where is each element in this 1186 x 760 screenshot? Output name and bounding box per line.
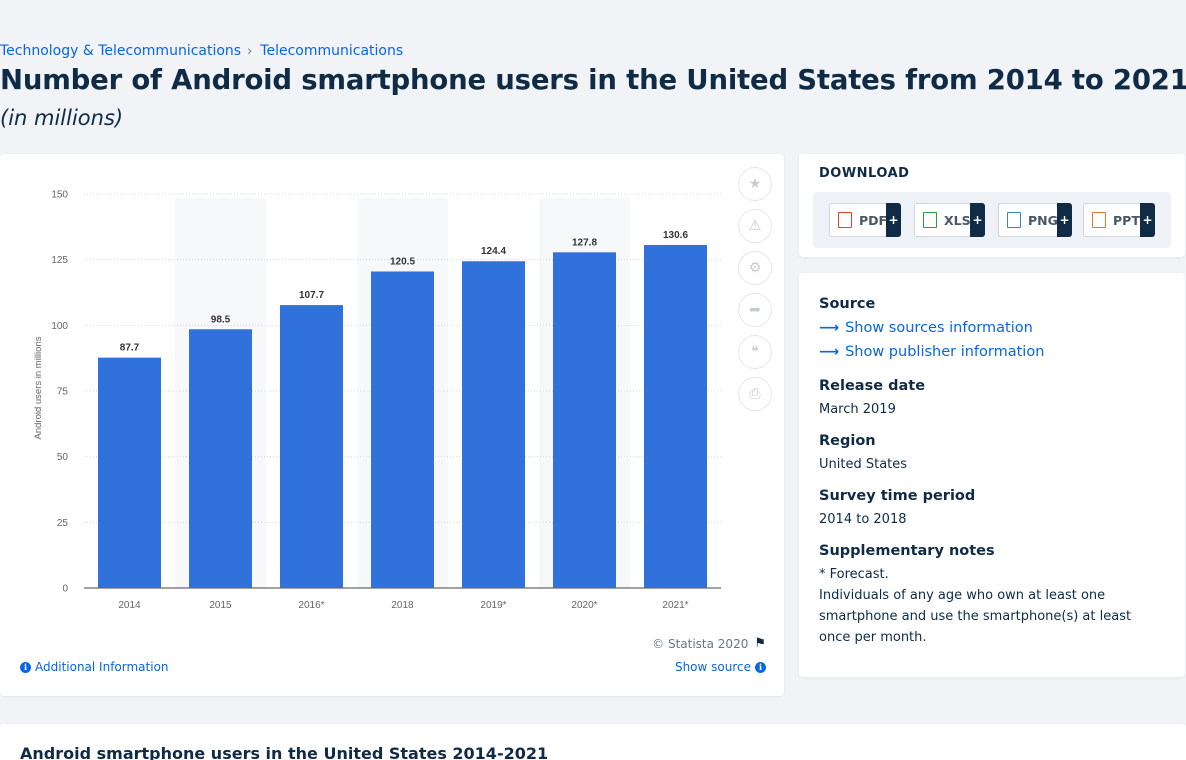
bar [280,305,343,588]
breadcrumb-separator: › [247,43,253,59]
data-label: 98.5 [211,314,231,325]
bar-chart: 0 25 50 75 100 125 150 Android users in million… [33,190,721,611]
png-file-icon [1007,212,1021,228]
show-publisher-link[interactable]: ⟶ Show publisher information [819,344,1044,360]
bottom-section-title: Android smartphone users in the United S… [20,744,549,760]
download-xls-label: XLS [944,212,971,228]
bar [189,329,252,588]
download-card: DOWNLOAD PDF + XLS + PNG + PPT + [799,154,1185,257]
plus-icon: + [1140,203,1155,237]
data-label: 87.7 [120,343,140,354]
y-tick-label: 50 [57,452,69,463]
download-title: DOWNLOAD [819,166,910,181]
info-icon: i [20,661,31,673]
arrow-right-icon: ⟶ [819,344,840,360]
region-value: United States [819,457,908,472]
supplementary-notes-label: Supplementary notes [819,543,995,559]
gear-icon[interactable]: ⚙ [738,251,772,285]
bar [644,244,707,588]
data-label: 124.4 [481,246,506,257]
plus-icon: + [1057,203,1072,237]
data-label: 130.6 [663,230,688,241]
download-png-button[interactable]: PNG + [998,203,1072,237]
x-tick-label: 2014 [118,600,141,611]
info-icon: i [755,661,766,673]
data-label: 107.7 [299,290,324,301]
bar [371,271,434,588]
download-pdf-label: PDF [859,212,888,228]
supplementary-note-text: Individuals of any age who own at least … [819,588,1132,645]
show-sources-label: Show sources information [845,320,1033,336]
y-tick-label: 150 [51,190,68,201]
arrow-right-icon: ⟶ [819,320,840,336]
copyright: © Statista 2020 ⚑ [652,636,766,651]
plus-icon: + [886,203,901,237]
y-tick-label: 100 [51,321,68,332]
y-axis-label: Android users in millions [33,336,44,439]
download-xls-button[interactable]: XLS + [914,203,985,237]
top-bar [0,0,1186,38]
breadcrumb-item-telecommunications[interactable]: Telecommunications [260,43,404,59]
y-tick-label: 75 [57,387,69,398]
release-date-label: Release date [819,378,926,394]
flag-icon[interactable]: ⚑ [754,636,766,651]
bottom-card: Android smartphone users in the United S… [0,724,1186,760]
forecast-note: * Forecast. [819,567,889,582]
bar [462,261,525,588]
region-label: Region [819,433,876,449]
data-label: 127.8 [572,237,597,248]
quote-icon[interactable]: ❝ [738,335,772,369]
x-tick-label: 2016* [298,600,324,611]
download-buttons: PDF + XLS + PNG + PPT + [813,192,1171,248]
share-icon[interactable]: ➦ [738,293,772,327]
download-ppt-label: PPT [1113,212,1140,228]
additional-information-link[interactable]: i Additional Information [20,660,169,674]
download-png-label: PNG [1028,212,1058,228]
x-tick-label: 2015 [209,600,232,611]
show-source-label: Show source [674,660,751,674]
star-icon[interactable]: ★ [738,167,772,201]
page-title: Number of Android smartphone users in th… [0,64,1186,96]
show-sources-link[interactable]: ⟶ Show sources information [819,320,1033,336]
additional-information-label: Additional Information [35,660,169,674]
download-ppt-button[interactable]: PPT + [1083,203,1155,237]
bar [98,357,161,588]
bar [553,252,616,588]
page-subtitle: (in millions) [0,106,124,130]
pdf-file-icon [838,212,852,228]
y-tick-label: 25 [57,518,69,529]
print-icon[interactable]: ⎙ [738,377,772,411]
source-label: Source [819,296,876,312]
survey-period-value: 2014 to 2018 [819,512,907,527]
x-tick-label: 2021* [662,600,688,611]
show-publisher-label: Show publisher information [845,344,1045,360]
plus-icon: + [970,203,985,237]
copyright-text: © Statista 2020 [652,636,749,651]
breadcrumb-item-technology[interactable]: Technology & Telecommunications [0,43,242,59]
bell-icon[interactable]: ⚠ [738,209,772,243]
show-source-link[interactable]: Show source i [675,660,766,674]
survey-period-label: Survey time period [819,488,976,504]
xls-file-icon [923,212,937,228]
chart-card: 0 25 50 75 100 125 150 Android users in million… [0,154,784,696]
ppt-file-icon [1092,212,1106,228]
data-label: 120.5 [390,256,415,267]
release-date-value: March 2019 [819,402,896,417]
x-tick-label: 2018 [391,600,414,611]
breadcrumb: Technology & Telecommunications › Teleco… [0,43,403,59]
x-tick-label: 2019* [480,600,506,611]
y-tick-label: 0 [62,584,68,595]
y-tick-label: 125 [51,255,68,266]
x-tick-label: 2020* [571,600,597,611]
metadata-card: Source ⟶ Show sources information ⟶ Show… [799,273,1185,677]
download-pdf-button[interactable]: PDF + [829,203,901,237]
